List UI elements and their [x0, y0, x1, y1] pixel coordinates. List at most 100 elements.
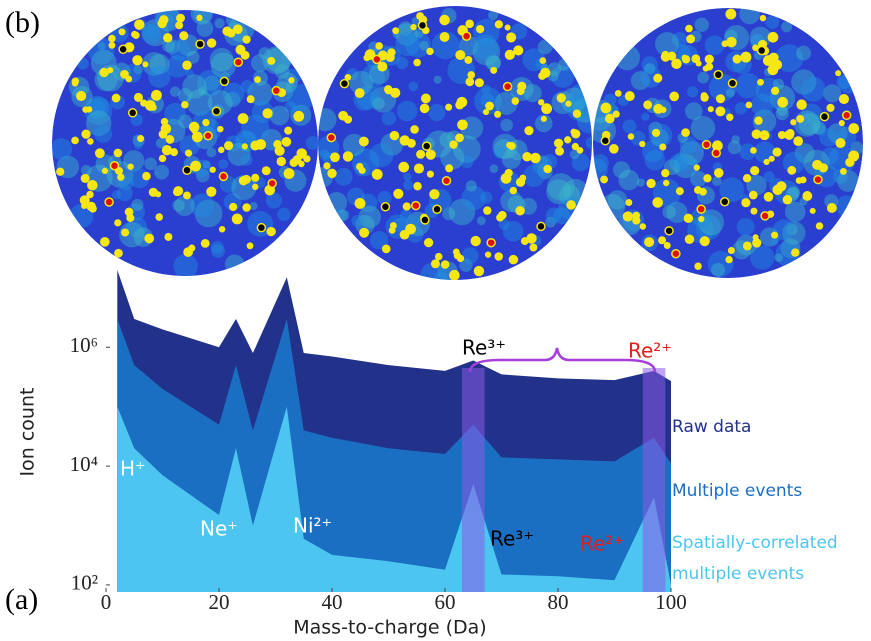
- map-hit: [455, 49, 466, 61]
- map-speckle: [775, 241, 801, 267]
- map-hit: [150, 104, 157, 111]
- map-hit: [281, 136, 292, 147]
- map-hit: [835, 70, 842, 77]
- map-hit: [750, 207, 758, 215]
- map-speckle: [641, 112, 650, 121]
- map-hit: [768, 52, 779, 63]
- map-speckle: [687, 86, 699, 98]
- map-ion: [233, 57, 244, 67]
- detector-map: [52, 10, 318, 276]
- map-speckle: [837, 170, 859, 192]
- map-hit: [218, 226, 226, 233]
- map-hit: [238, 176, 249, 186]
- map-hit: [419, 103, 430, 114]
- map-speckle: [460, 155, 474, 169]
- map-hit: [113, 148, 123, 158]
- map-speckle: [286, 84, 315, 112]
- map-hit: [144, 233, 155, 244]
- map-speckle: [476, 216, 486, 226]
- y-tick-label: 10²: [71, 571, 98, 595]
- map-hit: [165, 135, 175, 144]
- map-hit: [132, 55, 143, 66]
- map-speckle: [819, 128, 839, 147]
- map-speckle: [727, 140, 742, 155]
- map-speckle: [571, 100, 583, 112]
- map-hit: [387, 48, 396, 57]
- map-speckle: [502, 220, 524, 242]
- map-hit: [745, 101, 753, 109]
- legend-entry: Multiple events: [672, 481, 803, 501]
- map-speckle: [488, 10, 499, 21]
- map-hit: [750, 147, 757, 154]
- map-ion: [719, 196, 730, 207]
- map-speckle: [775, 106, 789, 121]
- map-speckle: [498, 218, 510, 230]
- map-hit: [405, 223, 416, 235]
- map-speckle: [95, 154, 115, 174]
- map-ion: [104, 197, 114, 207]
- map-hit: [233, 214, 243, 224]
- map-speckle: [458, 35, 479, 56]
- map-hit: [658, 236, 667, 245]
- map-hit: [840, 168, 847, 175]
- map-speckle: [240, 153, 253, 166]
- map-hit: [191, 127, 198, 134]
- map-hit: [698, 215, 705, 223]
- map-speckle: [719, 177, 745, 203]
- map-hit: [131, 30, 138, 38]
- map-speckle: [361, 64, 385, 89]
- map-hit: [206, 186, 217, 197]
- map-speckle: [284, 101, 296, 113]
- map-speckle: [480, 191, 493, 204]
- map-hit: [114, 248, 123, 258]
- map-hit: [712, 140, 723, 152]
- map-hit: [464, 55, 473, 64]
- map-hit: [793, 136, 804, 147]
- map-hit: [795, 177, 803, 184]
- map-ion: [536, 221, 546, 232]
- detector-map: [318, 6, 592, 280]
- map-speckle: [474, 87, 502, 115]
- map-speckle: [684, 102, 703, 120]
- map-speckle: [209, 47, 234, 72]
- map-ion: [417, 20, 428, 31]
- map-hit: [455, 100, 465, 110]
- map-speckle: [493, 146, 506, 159]
- map-speckle: [142, 52, 167, 76]
- map-speckle: [607, 190, 628, 210]
- map-hit: [303, 155, 311, 163]
- map-hit: [89, 204, 97, 213]
- map-speckle: [85, 110, 112, 136]
- map-hit: [522, 152, 532, 162]
- map-ion: [696, 204, 706, 214]
- map-hit: [71, 136, 79, 145]
- y-tick-label: 10⁴: [70, 452, 98, 476]
- map-hit: [693, 164, 700, 171]
- map-speckle: [149, 54, 170, 75]
- map-speckle: [772, 78, 784, 90]
- map-hit: [715, 106, 726, 117]
- map-hit: [757, 78, 764, 86]
- map-speckle: [690, 170, 707, 188]
- map-hit: [232, 24, 243, 35]
- map-hit: [455, 133, 464, 143]
- map-speckle: [431, 31, 460, 60]
- map-hit: [791, 248, 800, 257]
- map-hit: [120, 69, 129, 79]
- map-speckle: [168, 39, 191, 61]
- map-hit: [87, 179, 98, 191]
- map-hit: [288, 77, 295, 84]
- map-speckle: [558, 184, 581, 206]
- map-hit: [434, 252, 443, 261]
- map-speckle: [694, 17, 709, 32]
- map-speckle: [736, 217, 755, 236]
- map-speckle: [618, 169, 640, 191]
- map-ion: [218, 171, 229, 182]
- map-speckle: [485, 54, 501, 71]
- map-ion: [819, 111, 830, 122]
- map-ion: [813, 174, 823, 185]
- map-ion: [339, 78, 350, 89]
- map-speckle: [746, 174, 767, 196]
- map-hit: [133, 92, 143, 102]
